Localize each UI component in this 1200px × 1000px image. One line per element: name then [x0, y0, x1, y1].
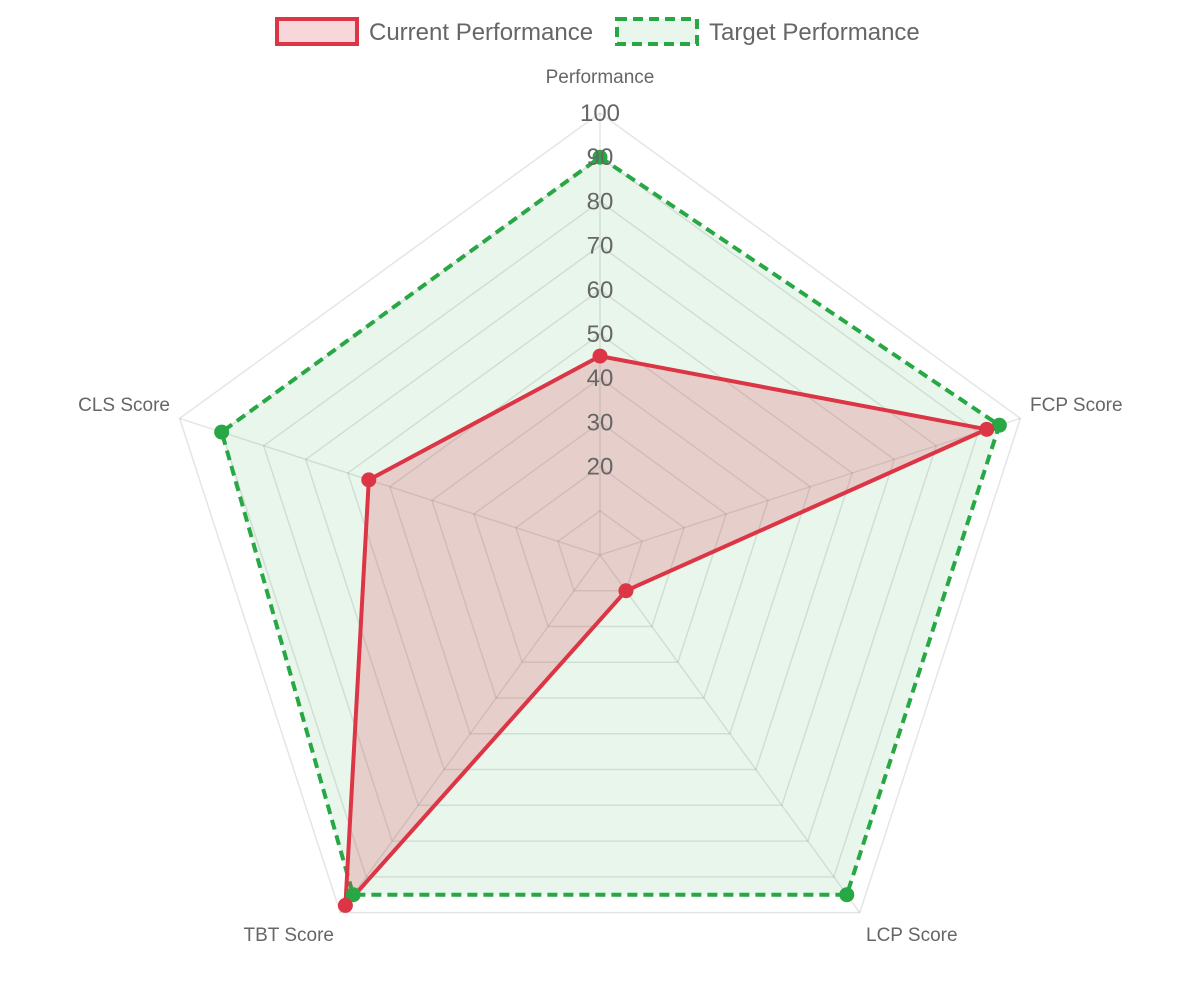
legend-label-current: Current Performance [369, 19, 593, 46]
grid-ring-50 [388, 333, 812, 735]
grid-ring-10 [557, 509, 643, 592]
tick-label-100: 100 [580, 100, 620, 127]
grid-ring-40 [430, 377, 770, 699]
tick-label-70: 70 [587, 233, 614, 260]
axis-label-4: CLS Score [78, 395, 170, 416]
series-1-point-0[interactable] [592, 149, 608, 165]
series-area-1 [219, 154, 1002, 897]
spoke-3 [339, 554, 601, 914]
radar-axis-labels: Performance FCP Score LCP Score TBT Score CL… [78, 67, 1122, 946]
grid-ring-60 [346, 288, 854, 771]
series-area-0 [343, 354, 994, 912]
legend-item-target[interactable]: Target Performance [615, 17, 920, 46]
grid-ring-90 [220, 156, 980, 878]
radar-tick-labels: 20 30 40 50 60 70 80 90 100 [580, 100, 620, 481]
axis-label-2: LCP Score [866, 925, 958, 946]
series-0-point-3[interactable] [337, 897, 353, 913]
axis-label-1: FCP Score [1030, 395, 1123, 416]
series-0-point-0[interactable] [592, 348, 608, 364]
legend-label-target: Target Performance [709, 19, 920, 46]
grid-ring-20 [515, 465, 685, 628]
series-0-point-4[interactable] [361, 472, 377, 488]
tick-label-90: 90 [587, 144, 614, 171]
legend-item-current[interactable]: Current Performance [275, 17, 593, 46]
spoke-1 [599, 417, 1021, 556]
legend-swatch-target [615, 17, 699, 46]
spoke-4 [179, 417, 601, 556]
grid-ring-80 [262, 200, 938, 842]
grid-ring-100 [178, 112, 1022, 914]
tick-label-80: 80 [587, 188, 614, 215]
radar-grid [178, 112, 1022, 914]
axis-label-3: TBT Score [244, 925, 334, 946]
spoke-2 [599, 554, 861, 914]
series-0-point-1[interactable] [979, 421, 995, 437]
tick-label-50: 50 [587, 321, 614, 348]
tick-label-40: 40 [587, 365, 614, 392]
legend-swatch-current [275, 17, 359, 46]
series-1-point-3[interactable] [345, 887, 361, 903]
tick-label-60: 60 [587, 277, 614, 304]
series-1-point-4[interactable] [214, 424, 230, 440]
axis-label-0: Performance [546, 67, 655, 88]
series-1-point-1[interactable] [991, 417, 1007, 433]
grid-ring-70 [304, 244, 896, 807]
chart-legend: Current Performance Target Performance [275, 17, 920, 46]
tick-label-20: 20 [587, 454, 614, 481]
tick-label-30: 30 [587, 409, 614, 436]
series-0-point-2[interactable] [618, 583, 634, 599]
grid-ring-30 [473, 421, 727, 664]
series-1-point-2[interactable] [839, 887, 855, 903]
radar-series [214, 149, 1007, 913]
